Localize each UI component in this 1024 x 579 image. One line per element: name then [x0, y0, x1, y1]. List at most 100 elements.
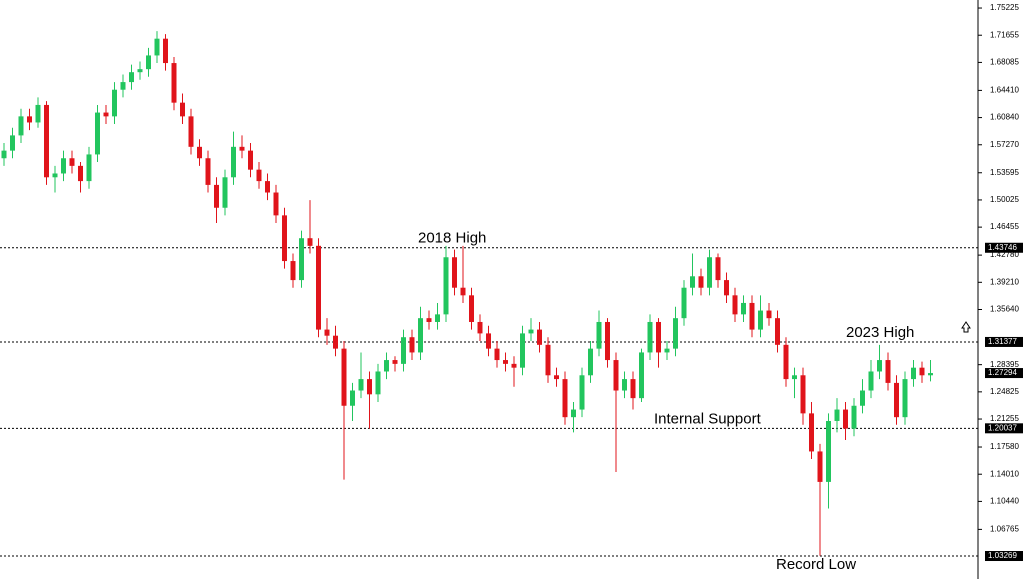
candle-body: [596, 321, 602, 349]
candle-body: [44, 104, 49, 178]
candle-body: [894, 382, 899, 418]
candle-body: [817, 451, 823, 482]
y-tick-label: 1.35640: [990, 305, 1019, 314]
candle-body: [10, 135, 15, 151]
y-tick-label: 1.17580: [990, 442, 1019, 451]
candle-body: [137, 69, 143, 73]
candle-body: [188, 116, 194, 147]
y-tick-label: 1.71655: [990, 30, 1019, 39]
level-label: 2018 High: [418, 230, 486, 247]
y-tick-label: 1.28395: [990, 360, 1019, 369]
candle-body: [486, 333, 491, 349]
candle-body: [231, 146, 236, 178]
candle-body: [61, 158, 66, 174]
candle-body: [477, 321, 483, 334]
candle-body: [69, 158, 75, 166]
candle-body: [690, 276, 695, 288]
candle-body: [520, 333, 525, 368]
candle-body: [673, 318, 678, 349]
candle-body: [545, 344, 551, 376]
candle-body: [885, 360, 891, 383]
candle-body: [86, 154, 92, 182]
candle-body: [460, 287, 466, 296]
candle-body: [256, 169, 262, 182]
candle-body: [792, 375, 797, 380]
candle-body: [579, 375, 585, 410]
candle-body: [316, 245, 321, 330]
candle-body: [775, 318, 780, 345]
level-price: 1.20037: [988, 423, 1017, 432]
level-price: 1.03269: [988, 551, 1017, 560]
candle-body: [443, 257, 449, 315]
candle-body: [103, 112, 109, 117]
candle-body: [384, 360, 389, 372]
level-label: 2023 High: [846, 324, 914, 341]
candle-body: [239, 146, 245, 151]
candle-body: [562, 379, 568, 418]
candle-body: [341, 348, 347, 406]
candle-body: [392, 360, 398, 364]
candle-body: [78, 165, 83, 182]
y-tick-label: 1.39210: [990, 277, 1019, 286]
candle-body: [732, 295, 738, 315]
candle-body: [698, 276, 704, 288]
candle-body: [273, 192, 279, 216]
candle-body: [749, 302, 755, 330]
candle-body: [27, 116, 32, 123]
candle-body: [681, 287, 687, 319]
candle-body: [214, 184, 219, 208]
candle-body: [418, 318, 423, 353]
candle-body: [919, 367, 925, 376]
last-price-box: [985, 368, 1023, 379]
candle-body: [112, 89, 117, 117]
candle-body: [741, 302, 746, 315]
candle-body: [452, 257, 457, 288]
y-tick-label: 1.46455: [990, 222, 1019, 231]
candle-body: [469, 295, 474, 322]
candle-body: [647, 321, 653, 353]
candle-body: [809, 413, 814, 452]
y-tick-label: 1.42780: [990, 250, 1019, 259]
candle-body: [494, 348, 500, 361]
candle-body: [1, 150, 7, 159]
candle-body: [282, 215, 287, 262]
y-tick-label: 1.68085: [990, 58, 1019, 67]
candle-body: [860, 390, 865, 406]
candle-body: [222, 177, 228, 208]
candle-body: [426, 318, 432, 322]
y-tick-label: 1.53595: [990, 168, 1019, 177]
candle-body: [766, 310, 772, 319]
candle-body: [537, 329, 542, 345]
candle-body: [622, 379, 627, 391]
candle-body: [35, 104, 41, 123]
y-tick-label: 1.57270: [990, 140, 1019, 149]
candle-body: [605, 321, 610, 361]
candle-body: [154, 38, 160, 56]
candle-body: [375, 371, 381, 395]
candle-body: [911, 367, 916, 380]
y-tick-label: 1.21255: [990, 414, 1019, 423]
candle-body: [630, 379, 636, 399]
y-tick-label: 1.64410: [990, 86, 1019, 95]
candle-body: [290, 261, 296, 281]
arrow-icon: [961, 321, 971, 333]
level-price-box: [985, 551, 1023, 562]
candle-body: [707, 257, 712, 288]
y-tick-label: 1.75225: [990, 3, 1019, 12]
candle-body: [120, 82, 126, 90]
candle-body: [800, 375, 806, 414]
candle-body: [367, 379, 372, 395]
candle-body: [52, 173, 58, 178]
candle-body: [928, 373, 933, 376]
candle-body: [146, 55, 151, 70]
candle-body: [554, 375, 559, 380]
candle-body: [265, 181, 270, 193]
candle-body: [129, 72, 134, 83]
level-price: 1.31377: [988, 337, 1017, 346]
candle-body: [324, 329, 330, 336]
candle-body: [350, 390, 355, 406]
candle-body: [639, 352, 644, 399]
candle-body: [180, 102, 185, 117]
candle-body: [503, 360, 508, 364]
